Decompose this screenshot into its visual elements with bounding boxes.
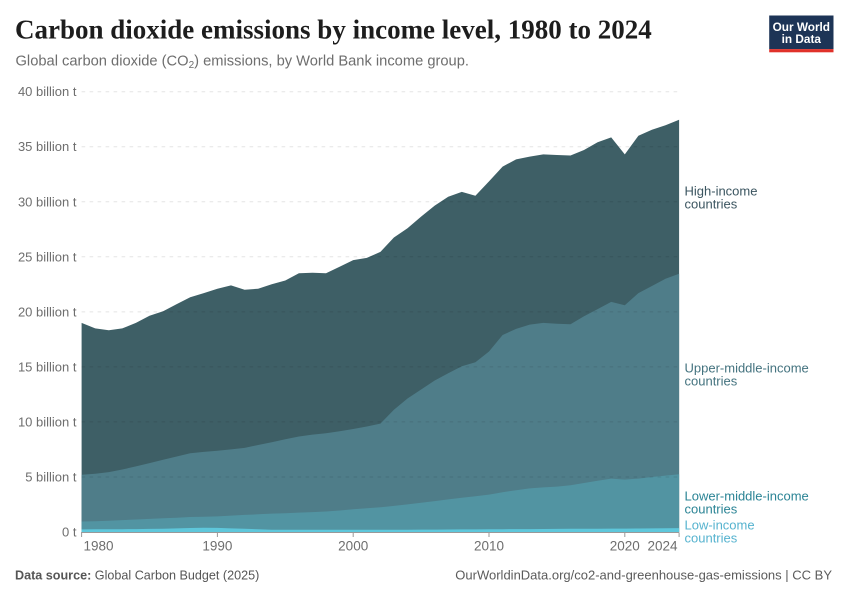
svg-text:2024: 2024 — [647, 538, 678, 553]
svg-text:25 billion t: 25 billion t — [18, 249, 77, 264]
svg-text:0 t: 0 t — [62, 525, 77, 540]
svg-text:countries: countries — [685, 374, 738, 389]
svg-text:2000: 2000 — [338, 538, 368, 553]
svg-text:5 billion t: 5 billion t — [25, 470, 77, 485]
svg-text:Data source: Global Carbon Bud: Data source: Global Carbon Budget (2025) — [15, 569, 259, 583]
svg-text:2010: 2010 — [474, 538, 504, 553]
svg-text:Our World: Our World — [773, 20, 830, 34]
svg-text:2020: 2020 — [610, 538, 640, 553]
svg-text:1990: 1990 — [202, 538, 232, 553]
svg-text:30 billion t: 30 billion t — [18, 194, 77, 209]
svg-text:countries: countries — [685, 196, 738, 211]
svg-text:Carbon dioxide emissions by in: Carbon dioxide emissions by income level… — [15, 14, 652, 44]
svg-text:countries: countries — [685, 501, 738, 516]
svg-text:40 billion t: 40 billion t — [18, 84, 77, 99]
svg-text:20 billion t: 20 billion t — [18, 304, 77, 319]
svg-text:10 billion t: 10 billion t — [18, 414, 77, 429]
svg-text:High-income: High-income — [685, 183, 758, 198]
svg-text:1980: 1980 — [84, 538, 114, 553]
svg-text:Low-income: Low-income — [685, 518, 755, 533]
svg-text:35 billion t: 35 billion t — [18, 139, 77, 154]
svg-text:15 billion t: 15 billion t — [18, 359, 77, 374]
svg-text:countries: countries — [685, 531, 738, 546]
svg-text:Lower-middle-income: Lower-middle-income — [685, 488, 809, 503]
svg-text:in Data: in Data — [782, 32, 822, 46]
svg-text:Upper-middle-income: Upper-middle-income — [685, 361, 809, 376]
svg-text:Global carbon dioxide (CO2) em: Global carbon dioxide (CO2) emissions, b… — [16, 54, 469, 72]
svg-text:OurWorldinData.org/co2-and-gre: OurWorldinData.org/co2-and-greenhouse-ga… — [455, 568, 832, 583]
